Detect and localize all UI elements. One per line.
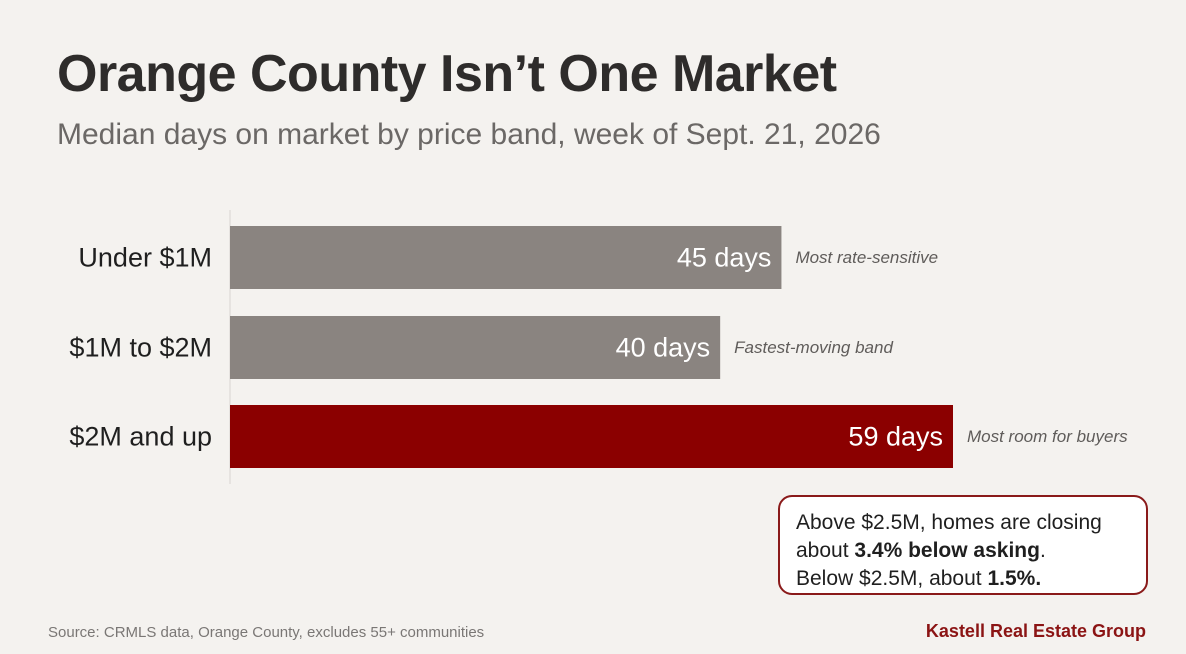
brand-name: Kastell Real Estate Group bbox=[925, 621, 1146, 641]
value-label-3: 59 days bbox=[848, 422, 943, 452]
chart-subtitle: Median days on market by price band, wee… bbox=[57, 118, 881, 151]
callout-line-3: Below $2.5M, about 1.5%. bbox=[796, 567, 1042, 590]
bar-3 bbox=[230, 405, 953, 468]
bar-chart: Under $1M 45 days Most rate-sensitive $1M t… bbox=[69, 210, 1128, 484]
annotation-2: Fastest-moving band bbox=[734, 338, 893, 357]
bar-1 bbox=[230, 226, 782, 289]
source-note: Source: CRMLS data, Orange County, exclu… bbox=[48, 624, 485, 641]
value-label-2: 40 days bbox=[616, 333, 711, 363]
value-label-1: 45 days bbox=[677, 243, 772, 273]
callout-highlight-2: 1.5%. bbox=[987, 567, 1042, 590]
callout-line-2: about 3.4% below asking. bbox=[796, 539, 1046, 562]
category-label-1: Under $1M bbox=[78, 243, 212, 273]
callout-highlight-1: 3.4% below asking bbox=[854, 539, 1040, 562]
chart-title: Orange County Isn’t One Market bbox=[57, 45, 837, 103]
callout-line-1: Above $2.5M, homes are closing bbox=[796, 511, 1102, 534]
annotation-1: Most rate-sensitive bbox=[795, 248, 938, 267]
callout-box: Above $2.5M, homes are closing about 3.4… bbox=[778, 495, 1148, 595]
annotation-3: Most room for buyers bbox=[967, 427, 1128, 446]
bar-2 bbox=[230, 316, 721, 379]
category-label-3: $2M and up bbox=[69, 422, 212, 452]
category-label-2: $1M to $2M bbox=[69, 333, 212, 363]
